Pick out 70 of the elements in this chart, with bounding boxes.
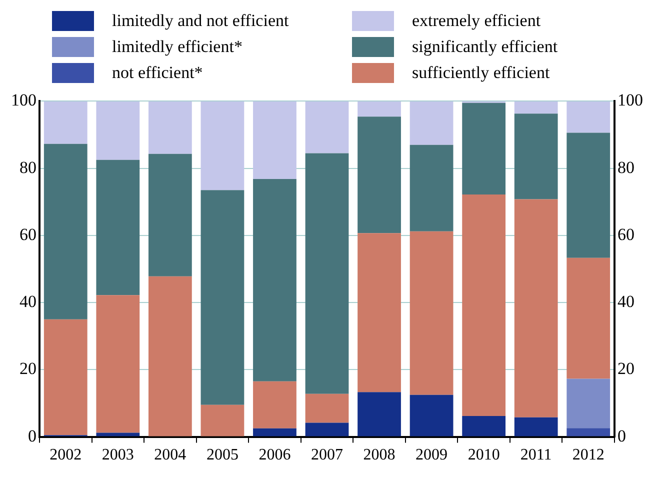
bar [96, 432, 140, 436]
x-tick-label: 2007 [311, 446, 343, 464]
legend-label: not efficient* [112, 63, 203, 83]
x-tick-label: 2006 [258, 446, 291, 464]
bar [253, 428, 296, 436]
bar [305, 101, 349, 154]
x-tick-label: 2003 [102, 446, 134, 464]
y-tick-label: 60 [20, 224, 36, 244]
bar [253, 179, 296, 382]
x-tick-label: 2010 [468, 446, 500, 464]
bar [462, 194, 506, 416]
bar [462, 416, 506, 436]
y2-tick-label: 0 [618, 426, 626, 446]
bar [96, 160, 140, 296]
y2-tick-label: 100 [618, 90, 643, 110]
bar [566, 258, 610, 379]
bar [566, 428, 610, 436]
bar [96, 101, 140, 160]
bar [358, 392, 401, 436]
bar [514, 114, 558, 200]
bar [200, 101, 244, 190]
x-tick-label: 2002 [50, 446, 82, 464]
bar [44, 319, 88, 436]
x-tick-label: 2011 [520, 446, 552, 464]
y-tick-label: 0 [28, 426, 36, 446]
y-tick-label: 20 [20, 359, 36, 378]
bar [410, 101, 454, 145]
bar [44, 144, 88, 320]
y-tick-label: 80 [20, 158, 36, 177]
bar [514, 417, 558, 436]
x-tick-label: 2009 [416, 446, 448, 464]
bar [305, 153, 349, 394]
bar [96, 295, 140, 433]
bar [44, 101, 88, 144]
bar [148, 276, 192, 436]
x-tick-label: 2012 [572, 446, 604, 464]
bar [358, 116, 401, 234]
y-tick-label: 100 [11, 90, 36, 110]
bar [358, 101, 401, 117]
bar [566, 378, 610, 428]
bar [410, 231, 454, 395]
bar [514, 101, 558, 114]
x-tick-label: 2008 [363, 446, 396, 464]
bar [305, 422, 349, 436]
x-tick-label: 2005 [206, 446, 238, 464]
bar [514, 199, 558, 418]
bar [148, 101, 192, 154]
legend-label: limitedly efficient* [112, 37, 242, 57]
bar [305, 394, 349, 423]
y2-tick-label: 40 [618, 292, 634, 312]
legend-label: limitedly and not efficient [112, 11, 289, 31]
y-tick-label: 40 [20, 292, 36, 312]
bar [358, 233, 401, 392]
legend-label: sufficiently efficient [412, 63, 550, 83]
legend-label: significantly efficient [412, 37, 558, 57]
bar [253, 381, 296, 428]
bar [148, 154, 192, 276]
y2-tick-label: 60 [618, 224, 634, 244]
x-tick-label: 2004 [154, 446, 186, 464]
y2-tick-label: 80 [618, 158, 634, 177]
bar [410, 394, 454, 436]
y2-tick-label: 20 [618, 359, 634, 378]
bar [566, 101, 610, 133]
bar [462, 102, 506, 194]
legend-label: extremely efficient [412, 11, 541, 31]
bar [566, 132, 610, 258]
bar [200, 404, 244, 436]
bar [253, 101, 296, 180]
bar [410, 144, 454, 232]
bar [200, 190, 244, 405]
